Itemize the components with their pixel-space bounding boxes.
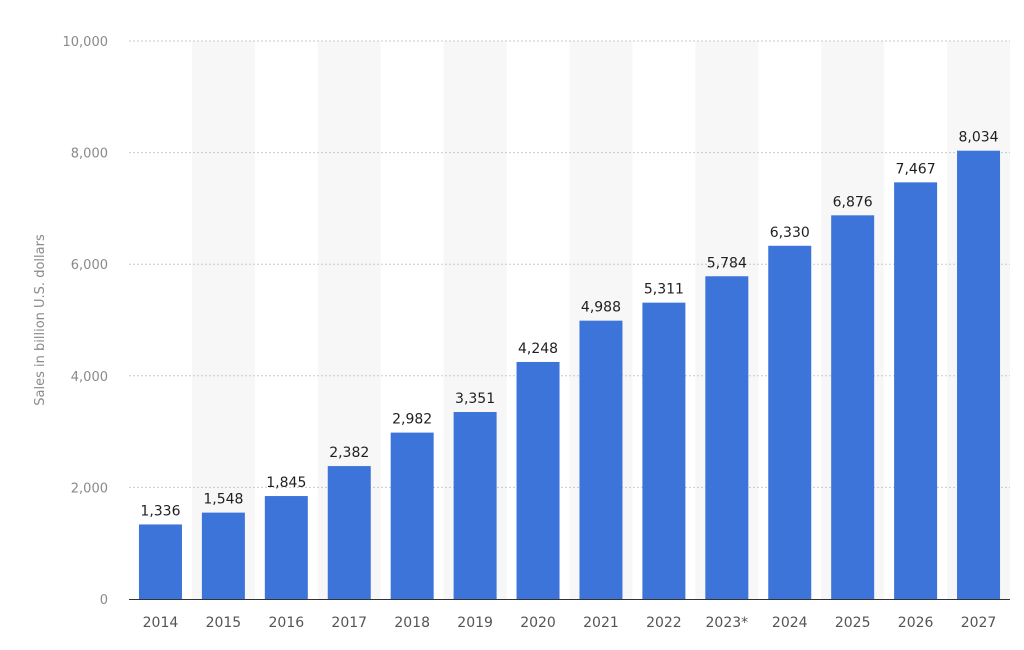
data-label: 1,845 (266, 475, 306, 491)
bar[interactable] (264, 496, 308, 599)
data-label: 6,876 (833, 194, 873, 210)
y-tick-label: 6,000 (71, 258, 108, 273)
bar[interactable] (327, 466, 371, 599)
x-tick-label: 2026 (898, 615, 934, 631)
data-label: 2,982 (392, 412, 432, 428)
data-label: 5,311 (644, 282, 684, 298)
bar[interactable] (516, 361, 560, 599)
bar[interactable] (579, 320, 623, 599)
data-label: 4,988 (581, 300, 621, 316)
bar[interactable] (894, 182, 938, 599)
data-labels: 1,336 1,548 1,845 2,382 2,982 3,351 4,248 4,988… (140, 130, 998, 520)
bar[interactable] (201, 512, 245, 599)
x-tick-label: 2027 (961, 615, 997, 631)
x-tick-label: 2020 (520, 615, 556, 631)
bar[interactable] (831, 215, 875, 599)
y-tick-label: 10,000 (63, 35, 109, 50)
bar[interactable] (642, 302, 686, 599)
bar[interactable] (453, 412, 497, 599)
x-tick-label: 2022 (646, 615, 682, 631)
data-label: 1,548 (203, 492, 243, 508)
background-band (191, 41, 255, 599)
x-tick-label: 2021 (583, 615, 619, 631)
x-tick-label: 2014 (143, 615, 179, 631)
y-tick-label: 4,000 (71, 370, 108, 385)
x-axis-ticks: 2014 2015 2016 2017 2018 2019 2020 2021 2022 2023… (143, 615, 997, 631)
x-tick-label: 2024 (772, 615, 808, 631)
y-tick-label: 0 (100, 593, 108, 608)
x-tick-label: 2015 (206, 615, 242, 631)
data-label: 5,784 (707, 255, 747, 271)
y-axis-ticks: 0 2,000 4,000 6,000 8,000 10,000 (63, 35, 109, 608)
bar[interactable] (138, 524, 182, 599)
data-label: 2,382 (329, 445, 369, 461)
x-tick-label: 2017 (331, 615, 367, 631)
y-axis-label: Sales in billion U.S. dollars (33, 234, 48, 406)
bar[interactable] (957, 150, 1001, 599)
data-label: 7,467 (896, 161, 936, 177)
y-tick-label: 2,000 (71, 481, 108, 496)
bars (138, 150, 1001, 599)
gridlines (129, 40, 1010, 488)
bar[interactable] (705, 276, 749, 599)
data-label: 6,330 (770, 225, 810, 241)
x-tick-label: 2016 (269, 615, 305, 631)
x-tick-label: 2023* (706, 615, 749, 631)
data-label: 4,248 (518, 341, 558, 357)
x-tick-label: 2025 (835, 615, 871, 631)
data-label: 8,034 (958, 130, 998, 146)
y-tick-label: 8,000 (71, 147, 108, 162)
x-tick-label: 2019 (457, 615, 493, 631)
data-label: 3,351 (455, 391, 495, 407)
bar[interactable] (768, 245, 812, 599)
bar[interactable] (390, 432, 434, 599)
data-label: 1,336 (140, 503, 180, 519)
x-tick-label: 2018 (394, 615, 430, 631)
